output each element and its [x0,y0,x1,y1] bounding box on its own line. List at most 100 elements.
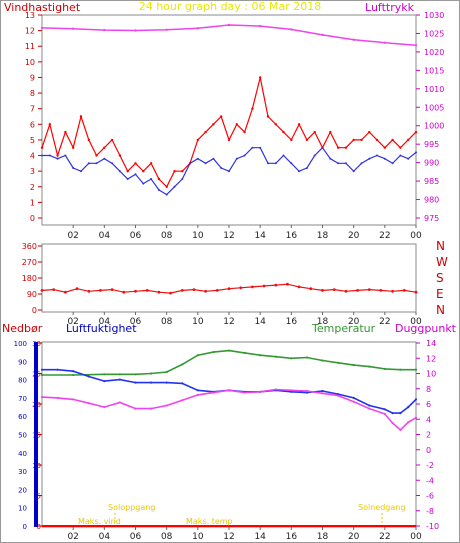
wind-direction-point [286,282,289,286]
x-tick-label: 02 [67,231,78,241]
x-tick-label: 02 [67,532,78,542]
wind-gust-point [149,162,153,165]
avg-wind-point [228,170,230,173]
humidity-point [321,389,324,393]
temperature-tick-label: 4 [426,415,431,424]
rain-axis-bar [34,342,38,527]
wind-gust-point [375,138,379,142]
x-tick-label: 04 [99,231,111,241]
compass-label: W [436,255,448,269]
avg-wind-point [415,151,417,154]
dewpoint-point [56,396,59,399]
x-tick-label: 16 [286,317,298,327]
temperature-point [181,363,184,366]
wind-gust-point [220,115,223,118]
x-tick-label: 14 [254,317,266,327]
rain-axis-label: Nedbør [2,322,43,335]
wind-gust-point [336,146,340,149]
temperature-point [40,373,44,377]
wind-gust-point [259,76,262,79]
wind-direction-point [391,289,394,293]
wind-direction-points [40,282,418,295]
temp-points [40,349,418,431]
temperature-point [103,373,106,376]
sunset-label: Solnedgang [358,503,405,512]
max-temp-label: Maks. temp [186,517,233,526]
wind-gust-point [165,185,168,188]
humidity-point [56,368,59,371]
wind-direction-point [157,290,161,294]
temperature-tick-label: 2 [426,431,431,440]
wind-direction-point [122,290,126,294]
wind-direction-point [99,289,102,292]
dewpoint-point [305,389,308,393]
pressure-tick-label: 995 [424,140,439,149]
wind-gust-point [95,154,98,157]
humidity-point [134,381,137,384]
wind-gust-point [142,170,145,173]
wind-direction-point [110,288,114,291]
pressure-axis-label: Lufttrykk [365,1,415,14]
pressure-y-ticks: 975 980 985 990 995 1000 1005 1010 1015 1020 1025 1… [416,11,444,223]
avg-wind-point [95,162,98,165]
dewpoint-point [407,421,410,424]
rain-tick-label: 0 [23,523,27,531]
wind-direction-point [227,287,231,291]
direction-tick-label: 0 [32,306,37,315]
pressure-point [414,44,418,47]
wind-gust-point [344,146,348,149]
rain-tick-label: 100 [14,340,27,348]
dewpoint-point [196,393,199,396]
avg-wind-point [267,162,269,165]
avg-wind-point [41,154,43,157]
avg-wind-point [56,157,59,160]
avg-wind-point [313,154,316,157]
temperature-point [305,356,308,359]
temperature-point [150,372,153,375]
avg-wind-point [189,162,191,165]
rain-tick-label: 50 [18,432,27,440]
avg-wind-point [111,162,114,165]
wind-gust-point [56,154,59,157]
pressure-point [72,27,75,30]
x-tick-label: 10 [192,317,204,327]
sunrise-label: Soloppgang [108,503,155,512]
x-tick-label: 14 [254,532,266,542]
avg-wind-point [181,178,184,180]
x-tick-label: 08 [161,317,173,327]
wind-direction-point [379,289,383,292]
wind-direction-point [239,286,243,290]
wind-gust-point [297,123,301,126]
wind-gust-point [274,123,277,126]
pressure-tick-label: 975 [424,214,439,223]
avg-wind-point [80,170,82,173]
wind-tick-label: 0 [30,214,35,223]
wind-points [40,23,418,196]
x-tick-label: 06 [130,532,142,542]
wind-x-ticks: 02 04 06 08 10 12 14 16 18 20 22 00 [67,225,422,241]
temperature-tick-label: 12 [426,354,436,363]
temperature-point [118,373,121,376]
dewpoint-point [165,404,168,407]
rain-tick-label: 10 [18,505,27,513]
wind-gust-point [118,154,122,157]
wind-gust-point [282,130,285,134]
wind-gust-point [266,115,270,118]
x-tick-label: 00 [410,231,422,241]
wind-tick-label: 10 [25,58,35,67]
wind-direction-point [215,289,219,292]
dewpoint-point [134,407,137,410]
temperature-point [196,354,199,357]
direction-x-ticks: 02 04 06 08 10 12 14 16 18 20 22 00 [67,312,422,327]
direction-y-ticks: 0 90 180 270 360 [22,242,42,315]
wind-direction-point [75,287,79,291]
pressure-tick-label: 1015 [424,66,444,75]
x-tick-label: 22 [379,231,390,241]
wind-gust-point [212,123,215,126]
wind-direction-point [145,289,149,292]
dewpoint-point [118,401,121,404]
temperature-tick-label: -4 [426,476,434,485]
wind-gust-point [313,130,316,134]
wind-gust-point [79,115,83,118]
wind-plot-frame [41,14,417,226]
